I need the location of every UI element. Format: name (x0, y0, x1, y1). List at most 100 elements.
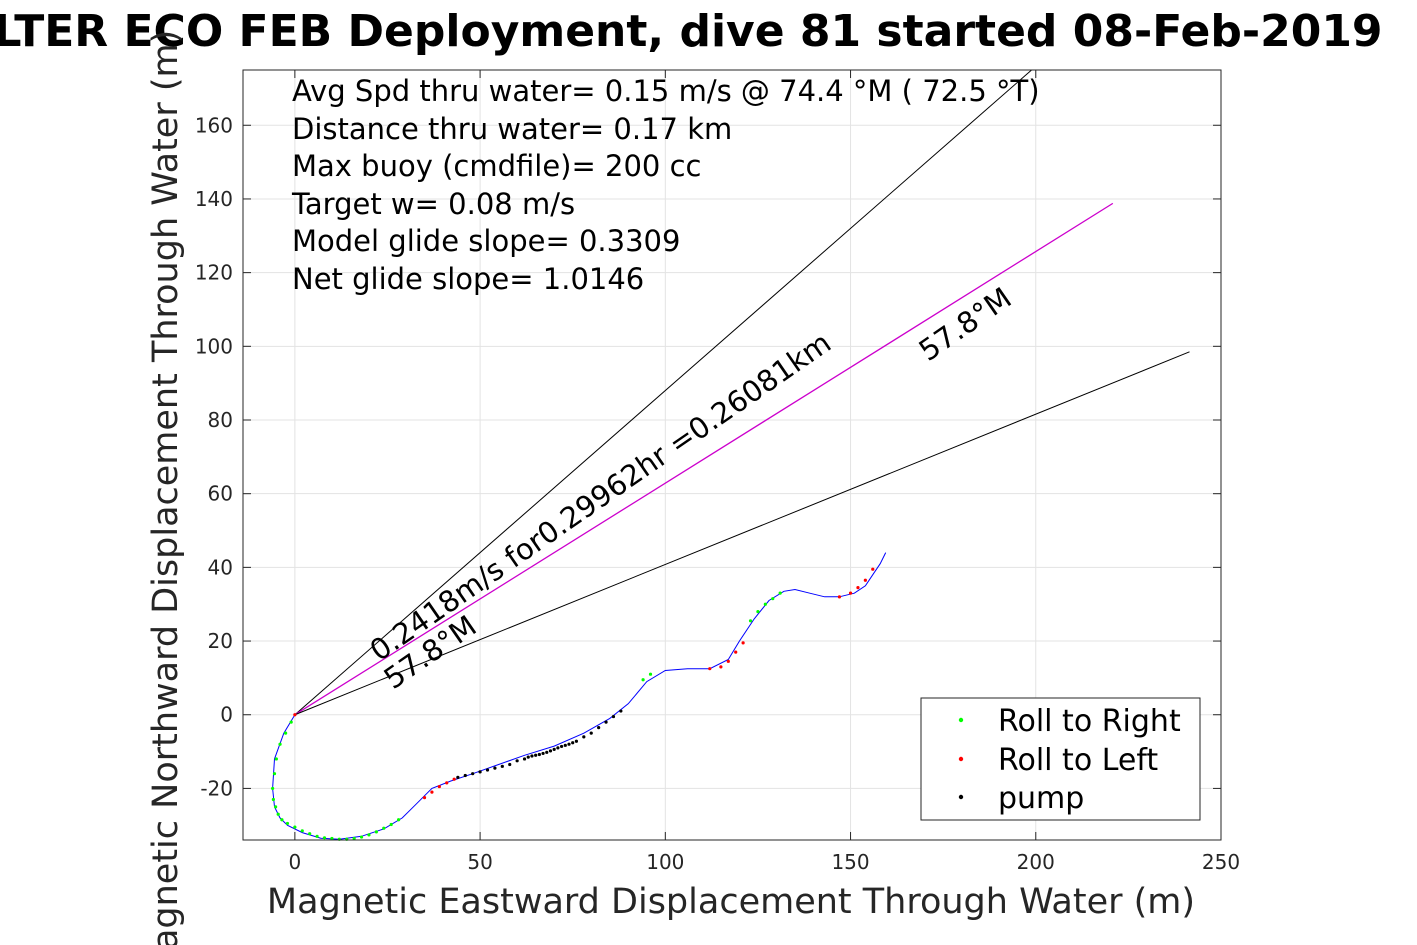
roll-right-point (374, 830, 378, 834)
roll-right-point (382, 826, 386, 830)
roll-right-point (278, 742, 282, 746)
roll-right-point (748, 619, 753, 623)
y-axis-label: Magnetic Northward Displacement Through … (146, 30, 186, 945)
roll-left-point (871, 567, 875, 571)
roll-right-point (396, 818, 401, 822)
legend-label-roll-left: Roll to Left (998, 743, 1158, 778)
y-tick-label: 0 (220, 703, 233, 727)
annotation-distance: Distance thru water= 0.17 km (292, 112, 732, 146)
pump-point (559, 744, 564, 749)
roll-right-point (641, 678, 645, 682)
x-tick-label: 200 (1017, 850, 1055, 874)
roll-right-point (308, 832, 312, 836)
annotation-net-glide-slope: Net glide slope= 1.0146 (292, 262, 644, 296)
roll-right-point (293, 825, 297, 829)
roll-right-point (271, 797, 275, 802)
pump-point (582, 735, 586, 739)
roll-left-point (437, 784, 441, 789)
roll-right-point (389, 822, 393, 827)
roll-right-point (289, 720, 293, 724)
data-series (271, 552, 887, 841)
roll-left-point (863, 578, 867, 582)
pump-point (522, 757, 527, 761)
pump-point (563, 743, 567, 747)
x-tick-label: 250 (1202, 850, 1240, 874)
pump-point (537, 752, 541, 757)
roll-left-point (856, 586, 860, 590)
roll-left-point (837, 595, 842, 599)
roll-left-point (726, 659, 730, 663)
pump-point (493, 766, 497, 770)
legend-label-roll-right: Roll to Right (998, 704, 1181, 739)
annotation-avg-speed: Avg Spd thru water= 0.15 m/s @ 74.4 °M (… (292, 74, 1040, 108)
roll-right-point (285, 821, 290, 826)
roll-right-point (648, 672, 653, 676)
roll-right-point (330, 836, 334, 841)
reference-line-lower-bound (294, 351, 1190, 716)
y-tick-label: 60 (208, 482, 233, 506)
pump-point (597, 726, 601, 730)
roll-left-point (430, 790, 434, 794)
roll-right-point (274, 805, 278, 809)
roll-right-point (280, 818, 284, 822)
roll-right-point (284, 731, 288, 735)
legend-label-pump: pump (998, 781, 1084, 816)
pump-point (548, 749, 553, 753)
legend-marker-roll-right (958, 717, 964, 723)
ticks: 0 50 100 150 200 250 -20 0 20 40 60 80 100 120 140 160 (195, 70, 1240, 874)
roll-left-point (445, 781, 449, 785)
roll-right-point (359, 835, 364, 839)
x-tick-label: 150 (831, 850, 869, 874)
roll-left-point (422, 796, 427, 800)
roll-left-point (734, 650, 738, 654)
pump-point (456, 775, 460, 779)
roll-right-point (271, 786, 275, 791)
legend-marker-pump (958, 794, 964, 800)
annotation-target-w: Target w= 0.08 m/s (291, 187, 575, 221)
pump-point (611, 714, 616, 719)
pump-point (556, 746, 560, 750)
y-tick-label: 120 (195, 261, 233, 285)
pump-point (619, 709, 623, 713)
roll-left-point (708, 667, 712, 671)
axes-box (242, 69, 1222, 841)
legend: Roll to Right Roll to Left pump (920, 697, 1201, 821)
upper-heading-label: 57.8°M (913, 281, 1018, 368)
chart-title: LTER ECO FEB Deployment, dive 81 started… (0, 6, 1383, 57)
roll-right-point (352, 836, 356, 841)
roll-right-point (274, 757, 278, 761)
y-tick-label: 100 (195, 334, 233, 358)
roll-right-point (778, 591, 782, 595)
x-tick-label: 100 (646, 850, 684, 874)
pump-point (567, 742, 571, 746)
roll-right-point (322, 836, 327, 840)
roll-left-point (741, 641, 745, 645)
roll-right-point (367, 833, 371, 837)
roll-right-point (315, 834, 319, 838)
roll-left-point (719, 665, 723, 669)
roll-right-point (276, 812, 280, 816)
pump-point (530, 754, 534, 758)
y-tick-label: -20 (200, 776, 233, 800)
pump-point (541, 751, 545, 756)
x-axis-label: Magnetic Eastward Displacement Through W… (267, 882, 1195, 922)
pump-point (545, 750, 549, 754)
roll-right-point (771, 597, 775, 601)
roll-right-point (272, 772, 277, 776)
roll-left-point (293, 713, 297, 717)
y-tick-label: 140 (195, 187, 233, 211)
pump-point (604, 720, 608, 724)
pump-point (478, 770, 482, 774)
pump-point (534, 753, 538, 757)
reference-line-depth-avg-current (294, 202, 1114, 716)
pump-point (463, 773, 467, 778)
pump-point (571, 741, 575, 745)
roll-left-point (452, 777, 456, 781)
annotation-model-glide-slope: Model glide slope= 0.3309 (292, 224, 680, 258)
pump-point (485, 768, 490, 772)
pump-point (471, 772, 475, 776)
pump-point (589, 731, 593, 735)
pump-point (500, 764, 504, 768)
roll-right-point (756, 609, 760, 614)
